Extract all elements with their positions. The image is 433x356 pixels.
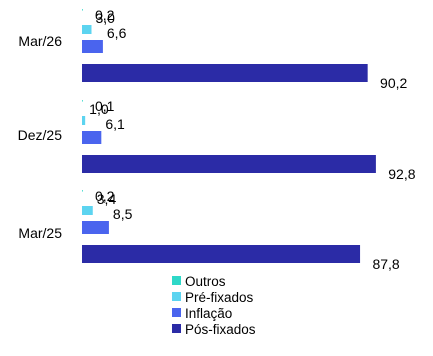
data-label: 1,0 bbox=[89, 101, 109, 117]
legend-swatch bbox=[172, 276, 181, 285]
data-label: 3,0 bbox=[96, 10, 116, 26]
bar-p-s-fixados bbox=[82, 64, 368, 82]
data-label: 6,1 bbox=[105, 116, 125, 132]
data-label: 87,8 bbox=[372, 256, 399, 272]
data-label: 90,2 bbox=[380, 75, 407, 91]
bar-outros bbox=[82, 9, 83, 11]
category-label: Dez/25 bbox=[18, 127, 63, 143]
plot-area: Mar/26Dez/25Mar/250,20,10,23,01,03,46,66… bbox=[18, 7, 416, 272]
bar-p-s-fixados bbox=[82, 155, 376, 173]
bar-pr-fixados bbox=[82, 25, 92, 34]
legend-swatch bbox=[172, 292, 181, 301]
legend-label: Pós-fixados bbox=[185, 322, 256, 337]
legend-label: Pré-fixados bbox=[185, 290, 254, 305]
bar-infla-o bbox=[82, 131, 102, 144]
bar-infla-o bbox=[82, 40, 103, 53]
bar-infla-o bbox=[82, 221, 109, 234]
data-label: 92,8 bbox=[388, 166, 415, 182]
legend-swatch bbox=[172, 308, 181, 317]
bar-p-s-fixados bbox=[82, 245, 361, 263]
legend-label: Outros bbox=[185, 274, 226, 289]
data-label: 0,2 bbox=[95, 7, 115, 23]
legend-swatch bbox=[172, 324, 181, 333]
data-label: 0,2 bbox=[95, 188, 115, 204]
category-label: Mar/25 bbox=[18, 225, 62, 241]
bar-pr-fixados bbox=[82, 206, 93, 215]
data-label: 8,5 bbox=[113, 206, 133, 222]
bar-pr-fixados bbox=[82, 116, 86, 125]
legend-label: Inflação bbox=[185, 306, 232, 321]
data-label: 0,1 bbox=[95, 98, 115, 114]
bar-outros bbox=[82, 100, 83, 102]
bar-outros bbox=[82, 190, 83, 192]
category-label: Mar/26 bbox=[18, 33, 62, 49]
data-label: 3,4 bbox=[97, 191, 117, 207]
data-label: 6,6 bbox=[107, 25, 127, 41]
